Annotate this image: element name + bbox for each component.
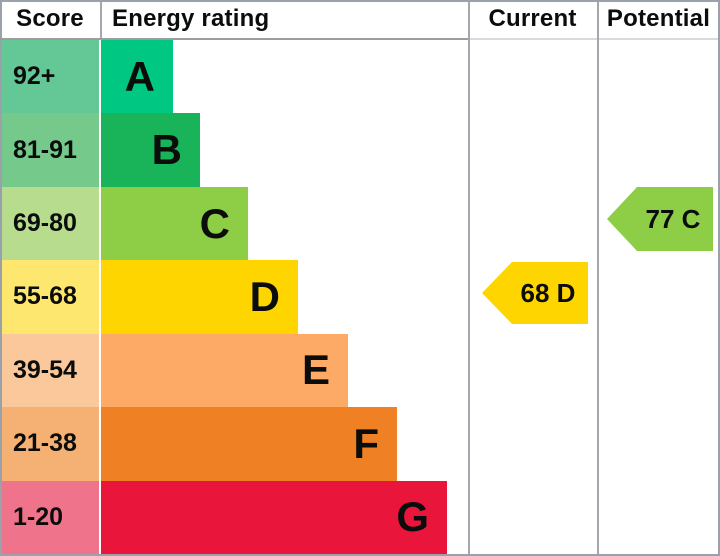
band-row-c: 69-80 C (2, 186, 718, 261)
column-divider-current (468, 2, 470, 554)
band-row-f: 21-38 F (2, 407, 718, 481)
potential-rating-arrow: 77 C (607, 187, 713, 251)
band-score-label-g: 1-20 (13, 502, 64, 531)
column-divider-score (100, 2, 102, 38)
band-letter-g: G (396, 493, 429, 541)
band-score-label-b: 81-91 (13, 135, 77, 164)
band-row-b: 81-91 B (2, 113, 718, 187)
band-score-label-f: 21-38 (13, 429, 77, 458)
band-score-g: 1-20 (2, 480, 99, 554)
band-score-label-e: 39-54 (13, 355, 77, 384)
band-bar-f: F (101, 407, 397, 481)
band-score-a: 92+ (2, 40, 99, 114)
band-bar-a: A (101, 40, 173, 114)
header-divider-left (0, 38, 468, 40)
band-letter-f: F (353, 419, 379, 467)
band-score-c: 69-80 (2, 186, 99, 261)
column-header-energy-rating: Energy rating (112, 5, 270, 32)
band-score-label-a: 92+ (13, 62, 56, 91)
band-row-g: 1-20 G (2, 480, 718, 554)
band-letter-c: C (199, 199, 230, 247)
band-score-e: 39-54 (2, 333, 99, 408)
band-score-label-d: 55-68 (13, 282, 77, 311)
band-score-b: 81-91 (2, 113, 99, 187)
band-rows: 92+ A 81-91 B 69-80 C 55-68 (2, 40, 718, 554)
band-bar-g: G (101, 480, 447, 554)
band-score-f: 21-38 (2, 407, 99, 481)
column-header-score: Score (16, 5, 84, 32)
band-row-d: 55-68 D (2, 260, 718, 334)
column-header-current: Current (488, 5, 577, 32)
band-letter-e: E (301, 346, 330, 394)
column-header-potential: Potential (606, 5, 711, 32)
band-score-label-c: 69-80 (13, 209, 77, 238)
band-letter-a: A (124, 52, 155, 100)
band-letter-d: D (249, 272, 280, 320)
column-divider-potential (597, 2, 599, 554)
current-rating-label: 68 D (520, 277, 576, 308)
band-row-a: 92+ A (2, 40, 718, 114)
header-divider-right (468, 38, 718, 40)
band-bar-d: D (101, 260, 298, 334)
band-bar-b: B (101, 113, 200, 187)
band-letter-b: B (151, 126, 182, 174)
potential-rating-label: 77 C (645, 203, 701, 234)
band-score-d: 55-68 (2, 260, 99, 334)
band-bar-e: E (101, 333, 348, 408)
band-row-e: 39-54 E (2, 333, 718, 408)
band-bar-c: C (101, 186, 248, 261)
